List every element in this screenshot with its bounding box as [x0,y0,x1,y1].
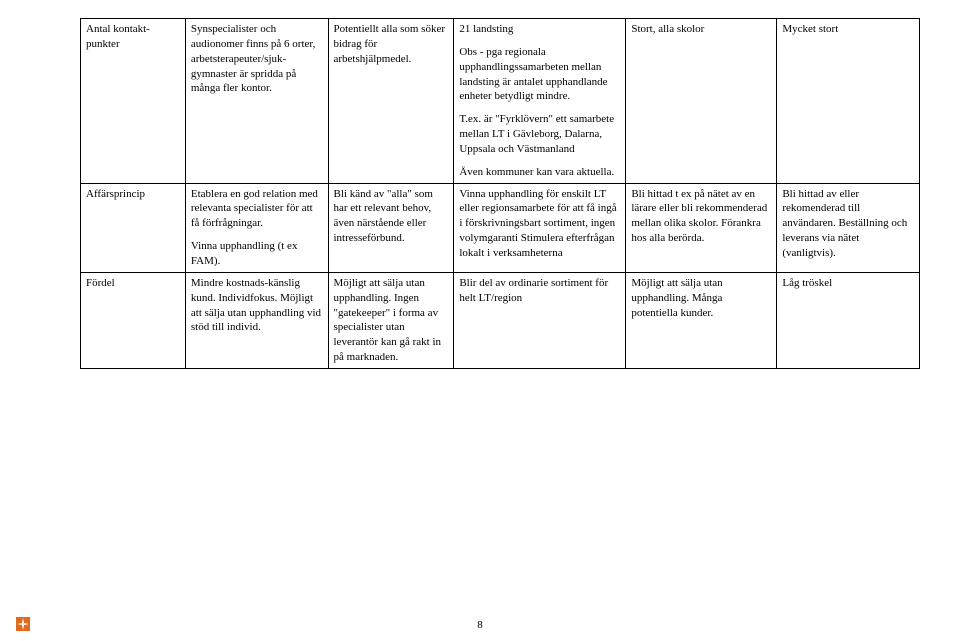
cell: Vinna upphandling för enskilt LT eller r… [454,183,626,272]
cell-text: Låg tröskel [782,276,914,291]
table-row: Antal kontakt-punkter Synspecialister oc… [81,19,920,184]
table-row: Affärsprincip Etablera en god relation m… [81,183,920,272]
data-table: Antal kontakt-punkter Synspecialister oc… [80,18,920,369]
cell-text: Mindre kostnads-känslig kund. Individfok… [191,276,323,335]
cell: Affärsprincip [81,183,186,272]
page: Antal kontakt-punkter Synspecialister oc… [0,0,960,641]
cell: 21 landsting Obs - pga regionala upphand… [454,19,626,184]
cell-text: Möjligt att sälja utan upphandling. Inge… [334,276,449,365]
page-number: 8 [0,619,960,631]
cell: Låg tröskel [777,272,920,368]
cell-text: 21 landsting [459,22,620,37]
cell: Mindre kostnads-känslig kund. Individfok… [185,272,328,368]
cell: Fördel [81,272,186,368]
cell-text: Affärsprincip [86,187,180,202]
cell-text: Fördel [86,276,180,291]
cell-text: Möjligt att sälja utan upphandling. Mång… [631,276,771,321]
cell-text: Bli hittad t ex på nätet av en lärare el… [631,187,771,246]
cell: Bli hittad t ex på nätet av en lärare el… [626,183,777,272]
cell-text: Synspecialister och audionomer finns på … [191,22,323,96]
cell-text: Vinna upphandling för enskilt LT eller r… [459,187,620,261]
cell-text: Etablera en god relation med relevanta s… [191,187,323,232]
cell-text: Mycket stort [782,22,914,37]
cell-text: Blir del av ordinarie sortiment för helt… [459,276,620,306]
cell: Blir del av ordinarie sortiment för helt… [454,272,626,368]
table-row: Fördel Mindre kostnads-känslig kund. Ind… [81,272,920,368]
cell-text: T.ex. är "Fyrklövern" ett samarbete mell… [459,112,620,157]
cell-text: Bli hittad av eller rekomenderad till an… [782,187,914,261]
cell: Antal kontakt-punkter [81,19,186,184]
cell: Bli hittad av eller rekomenderad till an… [777,183,920,272]
cell: Möjligt att sälja utan upphandling. Mång… [626,272,777,368]
cell: Etablera en god relation med relevanta s… [185,183,328,272]
cell-text: Potentiellt alla som söker bidrag för ar… [334,22,449,67]
cell: Potentiellt alla som söker bidrag för ar… [328,19,454,184]
cell: Synspecialister och audionomer finns på … [185,19,328,184]
cell: Möjligt att sälja utan upphandling. Inge… [328,272,454,368]
cell-text: Antal kontakt-punkter [86,22,180,52]
cell-text: Vinna upphandling (t ex FAM). [191,239,323,269]
cell: Stort, alla skolor [626,19,777,184]
cell-text: Stort, alla skolor [631,22,771,37]
cell-text: Även kommuner kan vara aktuella. [459,165,620,180]
cell: Mycket stort [777,19,920,184]
cell: Bli känd av "alla" som har ett relevant … [328,183,454,272]
cell-text: Bli känd av "alla" som har ett relevant … [334,187,449,246]
cell-text: Obs - pga regionala upphandlingssamarbet… [459,45,620,104]
